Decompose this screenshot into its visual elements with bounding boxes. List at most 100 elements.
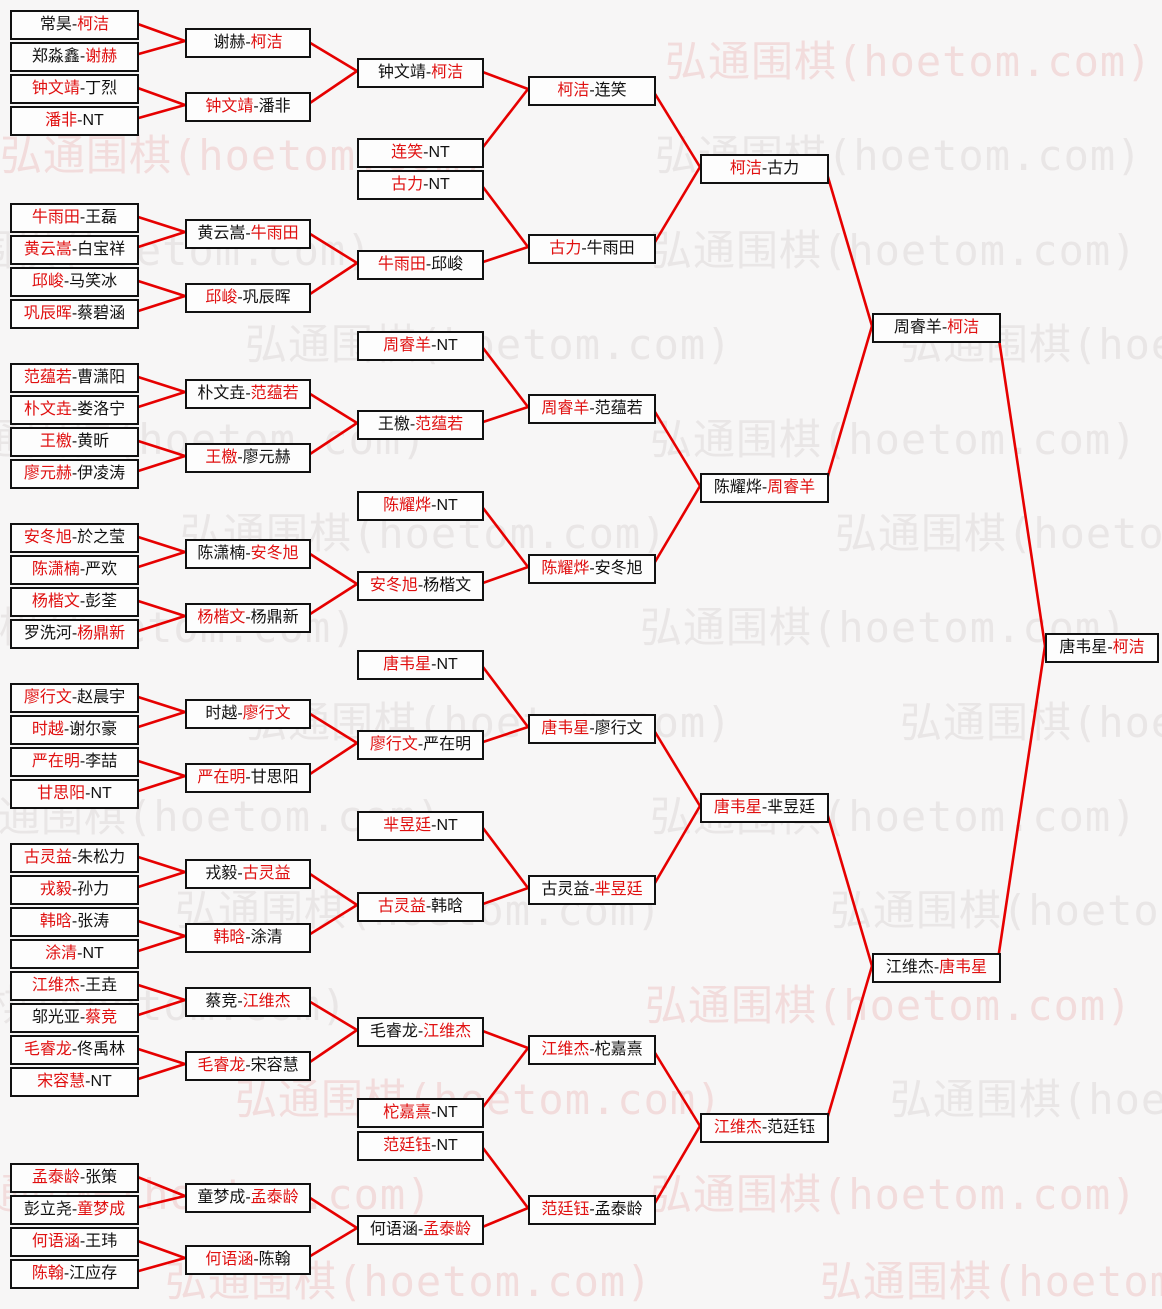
player-a: 陈耀烨 [383,497,432,514]
bracket-connector-line [823,166,874,327]
vs-separator: - [71,401,78,418]
bracket-connector-line [650,1047,702,1127]
vs-separator: - [253,1251,259,1268]
vs-separator: - [245,225,251,242]
player-a: 柯洁 [557,82,590,99]
bracket-connector-line [134,230,186,250]
bracket-connector-line [995,645,1047,967]
vs-separator: - [71,529,78,546]
player-a: 巩辰晖 [23,305,72,322]
match-box-round-3-16: 何语涵 - 孟泰龄 [357,1215,484,1245]
player-a: 安冬旭 [369,577,418,594]
match-box-round-3-10: 廖行文 - 严在明 [357,730,484,760]
player-b: 朱松力 [77,849,126,866]
vs-separator: - [71,465,78,482]
match-box-round-2-12: 韩晗 - 涂清 [185,923,311,953]
vs-separator: - [423,144,429,161]
player-a: 唐韦星 [541,720,590,737]
player-b: 杨楷文 [423,577,472,594]
player-b: 童梦成 [77,1201,126,1218]
match-box-round-1-21: 古灵益 - 朱松力 [10,843,139,873]
player-a: 钟文靖 [31,80,80,97]
match-box-round-1-17: 廖行文 - 赵晨宇 [10,683,139,713]
player-b: 柯洁 [77,16,110,33]
vs-separator: - [79,1233,86,1250]
player-a: 唐韦星 [1059,639,1108,656]
player-b: 牛雨田 [250,225,299,242]
bracket-connector-line [478,662,530,728]
bracket-connector-line [134,39,186,57]
match-box-round-1-19: 严在明 - 李喆 [10,747,139,777]
player-b: 赵晨宇 [77,689,126,706]
vs-separator: - [589,1201,595,1218]
match-box-round-1-28: 宋容慧 - NT [10,1067,139,1097]
bracket-connector-line [479,245,529,265]
vs-separator: - [71,913,78,930]
player-a: 何语涵 [369,1221,418,1238]
player-b: 李喆 [85,753,118,770]
bracket-connector-line [306,230,358,265]
vs-separator: - [581,240,587,257]
player-b: NT [428,176,450,193]
player-b: 杨鼎新 [77,625,126,642]
match-box-round-1-1: 常昊 - 柯洁 [10,10,139,40]
vs-separator: - [71,625,78,642]
player-b: 谢赫 [85,48,118,65]
bracket-connector-line [134,998,186,1018]
match-box-round-2-7: 陈潇楠 - 安冬旭 [185,539,311,569]
player-a: 何语涵 [205,1251,254,1268]
vs-separator: - [79,977,86,994]
vs-separator: - [761,799,768,816]
match-box-round-3-5: 周睿羊 - NT [357,331,484,361]
bracket-connector-line [306,550,358,586]
vs-separator: - [85,1073,91,1090]
vs-separator: - [71,433,78,450]
bracket-connector-line [134,214,186,234]
player-a: 朴文垚 [23,401,72,418]
player-a: 江维杰 [31,977,80,994]
vs-separator: - [417,1023,424,1040]
player-b: 柯洁 [1112,639,1145,656]
match-box-round-2-2: 钟文靖 - 潘非 [185,92,311,122]
vs-separator: - [589,881,595,898]
vs-separator: - [237,865,243,882]
vs-separator: - [431,1104,437,1121]
player-b: 柁嘉熹 [594,1041,643,1058]
vs-separator: - [245,34,251,51]
bracket-connector-line [306,1226,358,1260]
bracket-connector-line [134,1238,186,1260]
player-b: 黄昕 [77,433,110,450]
bracket-connector-line [134,598,186,618]
player-a: 陈潇楠 [197,545,246,562]
player-b: 佟禹林 [77,1041,126,1058]
player-a: 钟文靖 [205,98,254,115]
player-b: 巩辰晖 [242,289,291,306]
match-box-round-1-4: 潘非 - NT [10,106,139,136]
vs-separator: - [409,416,416,433]
match-box-round-1-20: 甘思阳 - NT [10,779,139,809]
player-b: 蔡碧涵 [77,305,126,322]
match-box-round-3-1: 钟文靖 - 柯洁 [357,58,484,88]
vs-separator: - [71,16,78,33]
match-box-round-1-6: 黄云嵩 - 白宝祥 [10,235,139,265]
player-b: 江维杰 [423,1023,472,1040]
player-a: 罗洗河 [23,625,72,642]
match-box-round-1-2: 郑淼鑫 - 谢赫 [10,42,139,72]
match-box-round-3-6: 王檄 - 范蕴若 [357,410,484,440]
bracket-connector-line [306,39,358,73]
player-a: 周睿羊 [893,319,942,336]
player-a: 黄云嵩 [23,241,72,258]
player-b: 范廷钰 [767,1119,816,1136]
player-a: 柯洁 [729,160,762,177]
player-a: 何语涵 [31,1233,80,1250]
player-b: NT [436,497,458,514]
match-box-round-1-18: 时越 - 谢尔豪 [10,715,139,745]
bracket-connector-line [134,710,186,730]
bracket-connector-line [478,343,530,408]
player-b: 张涛 [77,913,110,930]
player-b: 涂清 [250,929,283,946]
bracket-connector-line [306,390,358,425]
player-a: 韩晗 [39,913,72,930]
